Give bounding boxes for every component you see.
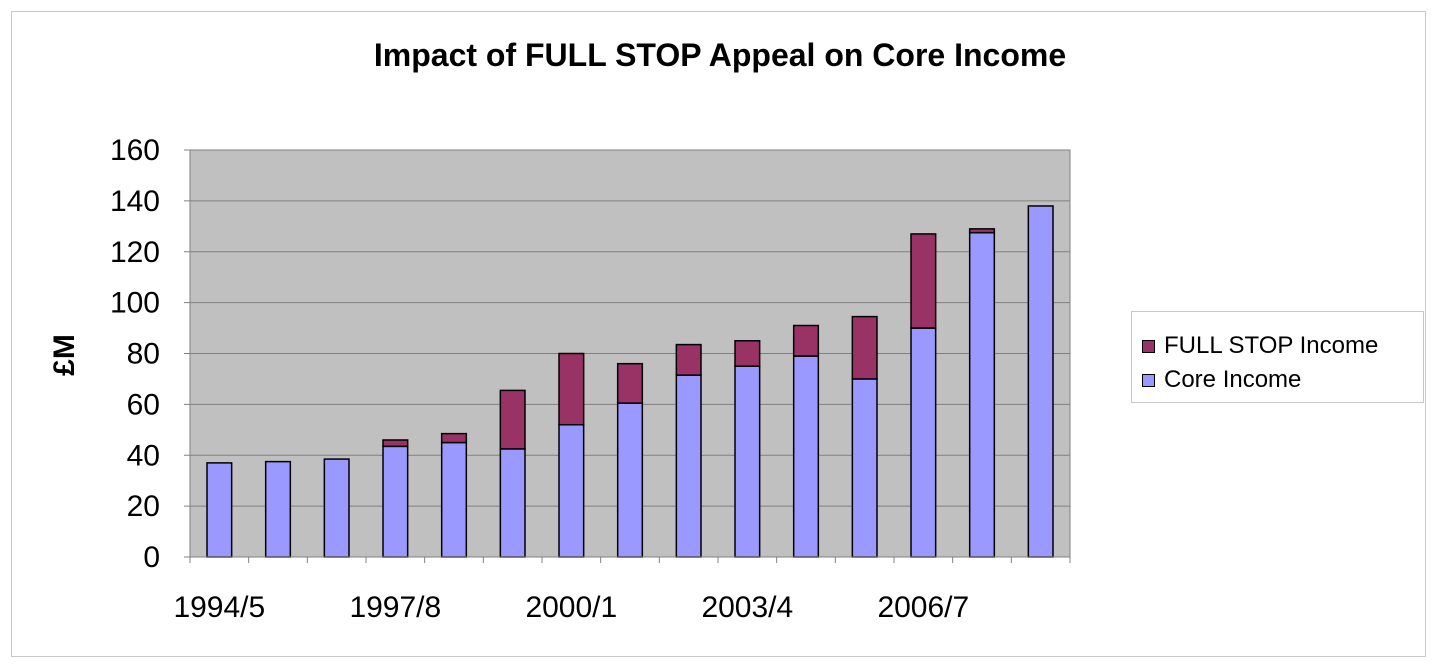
bar-full-stop-income: [440, 432, 468, 444]
bar-core-income: [1027, 205, 1054, 558]
legend-label-full-stop: FULL STOP Income: [1164, 332, 1379, 359]
y-axis-label: £M: [48, 334, 81, 376]
bar-core-income: [264, 460, 292, 558]
legend: FULL STOP Income Core Income: [1131, 311, 1424, 403]
x-tick-labels: 1994/5 1997/8 2000/1 2003/4 2006/7: [173, 591, 969, 624]
bar-full-stop-income: [382, 439, 409, 448]
x-tick-label: 1994/5: [173, 591, 265, 624]
bar-core-income: [616, 402, 644, 558]
legend-label-core-income: Core Income: [1164, 366, 1302, 393]
y-tick-label: 60: [127, 388, 160, 421]
bars: [206, 205, 1054, 558]
bar-full-stop-income: [910, 233, 937, 329]
x-tick-label: 2003/4: [701, 591, 793, 624]
bar-core-income: [910, 327, 937, 558]
bar-full-stop-income: [675, 343, 702, 376]
y-tick-labels: 0 20 40 60 80 100 120 140 160: [110, 134, 160, 574]
bar-full-stop-income: [616, 362, 644, 404]
bar-full-stop-income: [558, 352, 585, 426]
bar-core-income: [499, 448, 526, 558]
y-tick-label: 160: [110, 134, 160, 167]
bar-core-income: [734, 365, 761, 558]
x-tick-label: 2000/1: [525, 591, 617, 624]
bar-core-income: [792, 355, 820, 558]
x-tick-label: 2006/7: [877, 591, 969, 624]
bar-core-income: [851, 378, 878, 558]
bar-core-income: [323, 458, 350, 558]
bar-full-stop-income: [968, 228, 996, 234]
axes: [184, 149, 1071, 563]
bar-full-stop-income: [734, 340, 761, 367]
bar-core-income: [382, 445, 409, 558]
y-tick-label: 40: [127, 439, 160, 472]
x-tick-label: 1997/8: [349, 591, 441, 624]
y-tick-label: 100: [110, 287, 160, 320]
y-tick-label: 140: [110, 185, 160, 218]
bar-core-income: [440, 441, 468, 558]
legend-item-core-income: Core Income: [1142, 365, 1301, 395]
bar-full-stop-income: [499, 389, 526, 450]
legend-swatch-core-income: [1142, 373, 1155, 387]
bar-core-income: [968, 231, 996, 558]
y-tick-label: 20: [127, 490, 160, 523]
bar-core-income: [675, 374, 702, 558]
bar-full-stop-income: [792, 324, 820, 357]
legend-item-full-stop: FULL STOP Income: [1142, 331, 1378, 361]
chart-title: Impact of FULL STOP Appeal on Core Incom…: [374, 37, 1066, 73]
bar-core-income: [558, 423, 585, 558]
bar-full-stop-income: [851, 315, 878, 380]
y-tick-label: 120: [110, 236, 160, 269]
legend-swatch-full-stop: [1142, 339, 1155, 353]
y-tick-label: 0: [143, 541, 160, 574]
y-tick-label: 80: [127, 338, 160, 371]
bar-core-income: [206, 462, 233, 558]
